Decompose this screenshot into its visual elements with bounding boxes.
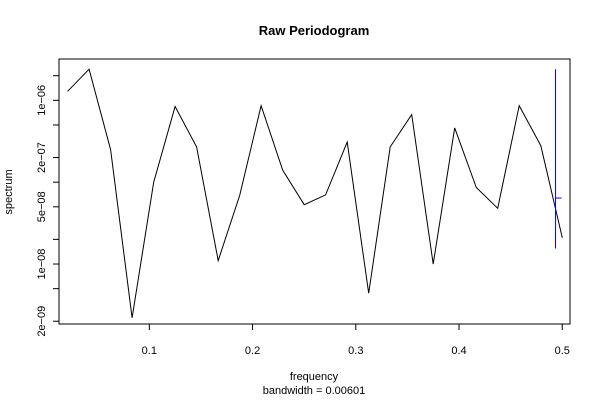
- x-tick-label: 0.3: [348, 345, 363, 357]
- y-tick-label: 2e−09: [36, 306, 48, 337]
- x-tick-label: 0.1: [142, 345, 157, 357]
- y-tick-label: 2e−07: [36, 142, 48, 173]
- x-tick-label: 0.4: [451, 345, 466, 357]
- y-tick-label: 1e−08: [36, 249, 48, 280]
- chart-title: Raw Periodogram: [259, 23, 370, 38]
- x-tick-label: 0.5: [555, 345, 570, 357]
- y-tick-label: 1e−06: [36, 85, 48, 116]
- periodogram-line: [67, 68, 563, 318]
- bandwidth-label: bandwidth = 0.00601: [263, 385, 365, 397]
- x-axis: 0.1 0.2 0.3 0.4 0.5: [142, 324, 570, 357]
- x-tick-label: 0.2: [245, 345, 260, 357]
- y-axis-label: spectrum: [3, 169, 15, 214]
- series-layer: [67, 68, 563, 318]
- y-tick-label: 5e−08: [36, 191, 48, 222]
- y-axis: 2e−09 1e−08 5e−08 2e−07 1e−06: [36, 75, 59, 337]
- plot-frame: [58, 58, 571, 325]
- confidence-interval-bar: [555, 69, 562, 249]
- x-axis-label: frequency: [290, 371, 339, 383]
